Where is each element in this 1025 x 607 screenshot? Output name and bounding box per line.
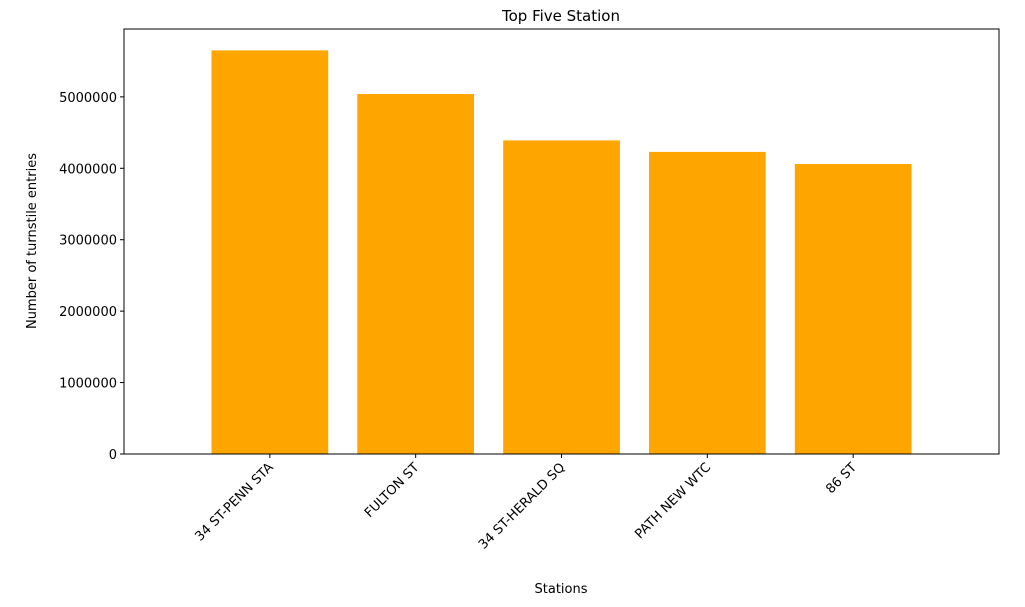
plot-frame bbox=[123, 28, 1000, 455]
y-tick-label-0: 0 bbox=[109, 448, 117, 463]
bar-3 bbox=[649, 151, 766, 454]
y-axis: 0 1000000 2000000 3000000 4000000 5000000 bbox=[59, 91, 124, 463]
x-tick-label-3: PATH NEW WTC bbox=[632, 460, 714, 542]
chart-title: Top Five Station bbox=[501, 7, 620, 25]
y-axis-label: Number of turnstile entries bbox=[25, 153, 40, 329]
x-tick-label-1: FULTON ST bbox=[362, 460, 423, 521]
bar-0 bbox=[211, 50, 329, 455]
y-tick-label-1: 1000000 bbox=[59, 377, 117, 392]
y-tick-label-4: 4000000 bbox=[59, 162, 117, 177]
y-tick-label-2: 2000000 bbox=[59, 305, 117, 320]
x-tick-label-2: 34 ST-HERALD SQ bbox=[476, 460, 568, 552]
bar-2 bbox=[503, 140, 620, 454]
bars-group bbox=[211, 50, 912, 455]
x-tick-label-0: 34 ST-PENN STA bbox=[192, 460, 276, 544]
x-axis-label: Stations bbox=[535, 582, 588, 597]
bar-1 bbox=[357, 94, 474, 454]
bar-4 bbox=[794, 164, 912, 454]
x-tick-label-4: 86 ST bbox=[823, 460, 860, 497]
y-tick-label-3: 3000000 bbox=[59, 234, 117, 249]
x-axis: 34 ST-PENN STA FULTON ST 34 ST-HERALD SQ PA… bbox=[192, 454, 860, 553]
y-tick-label-5: 5000000 bbox=[59, 91, 117, 106]
